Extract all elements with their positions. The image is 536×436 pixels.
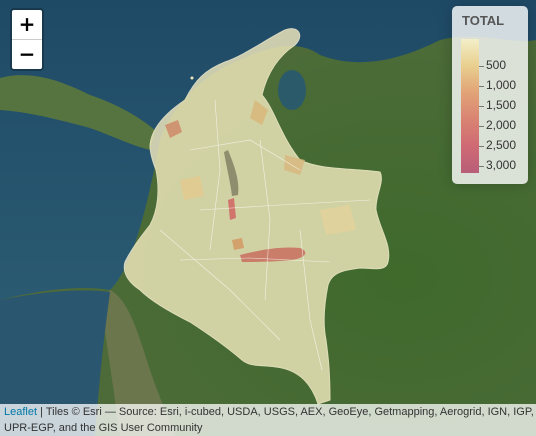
andes-ridge (100, 290, 175, 436)
attribution-line-1: Leaflet | Tiles © Esri — Source: Esri, i… (4, 404, 534, 420)
municipality-high[interactable] (228, 198, 236, 220)
legend-tick (479, 146, 484, 147)
leaflet-link[interactable]: Leaflet (4, 406, 38, 418)
andes-shading (224, 150, 239, 196)
municipality-mid[interactable] (232, 238, 244, 250)
colombia-choropleth[interactable] (123, 28, 390, 405)
legend-tick-label: 500 (486, 58, 507, 72)
attribution-separator: | (37, 406, 46, 418)
legend-tick (479, 126, 484, 127)
legend: TOTAL 500 1,000 1,500 2,000 2,500 3,000 (452, 6, 528, 184)
attribution-bar: Leaflet | Tiles © Esri — Source: Esri, i… (0, 404, 536, 436)
legend-tick (479, 86, 484, 87)
legend-color-bar (461, 39, 479, 173)
attribution-line-2: UPR-EGP, and the GIS User Community (4, 422, 203, 434)
lake-maracaibo (278, 70, 306, 110)
municipality-mid[interactable] (250, 100, 268, 125)
legend-tick (479, 66, 484, 67)
municipality-mid[interactable] (180, 176, 204, 200)
attribution-text: Tiles © Esri — Source: Esri, i-cubed, US… (45, 406, 534, 418)
legend-tick-label: 2,000 (486, 118, 517, 132)
legend-title: TOTAL (462, 13, 505, 28)
zoom-out-button[interactable]: − (12, 39, 42, 69)
central-america-land (0, 75, 155, 150)
legend-tick (479, 106, 484, 107)
legend-tick-label: 1,000 (486, 78, 517, 92)
san-andres-island[interactable] (190, 76, 194, 80)
legend-tick (479, 166, 484, 167)
legend-tick-label: 2,500 (486, 138, 517, 152)
zoom-in-button[interactable]: + (18, 12, 36, 36)
municipality-high[interactable] (165, 120, 182, 138)
department-boundaries (159, 99, 371, 371)
legend-tick-label: 3,000 (486, 158, 517, 172)
pacific-ocean (0, 290, 110, 436)
legend-tick-label: 1,500 (486, 98, 517, 112)
municipality-mid[interactable] (320, 205, 356, 235)
zoom-control: + − (10, 8, 44, 71)
